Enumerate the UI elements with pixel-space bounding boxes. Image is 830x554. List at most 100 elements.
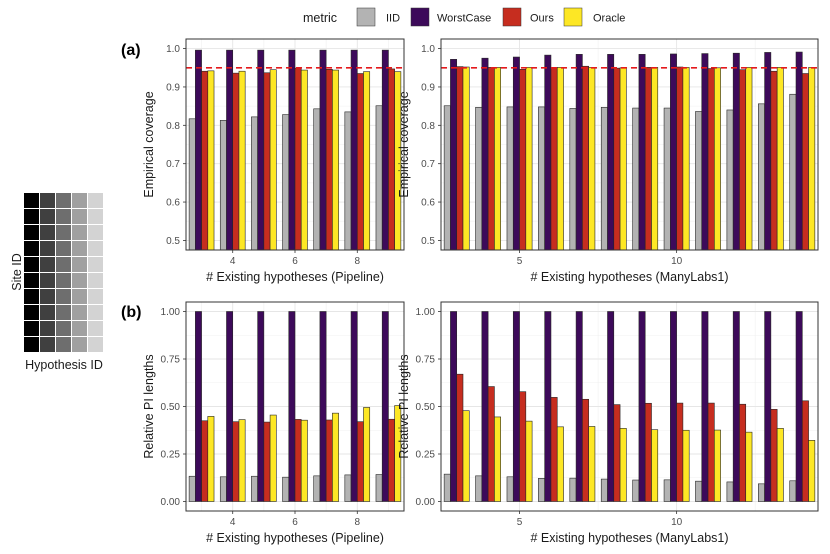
- y-tick-label: 0.50: [161, 402, 181, 413]
- y-tick-label: 0.6: [166, 198, 180, 209]
- bar-worstcase: [638, 54, 646, 251]
- bar-oracle: [588, 67, 596, 251]
- bar-oracle: [332, 412, 339, 502]
- bar-oracle: [745, 67, 753, 251]
- y-tick-label: 0.7: [166, 159, 180, 170]
- y-tick-label: 0.8: [166, 121, 180, 132]
- schematic-cell: [24, 193, 39, 208]
- bar-ours: [801, 400, 809, 502]
- schematic-cell: [24, 257, 39, 272]
- schematic-cell: [56, 209, 71, 224]
- bar-iid: [600, 106, 608, 251]
- schematic-xlabel: Hypothesis ID: [25, 358, 103, 372]
- schematic-cell: [88, 225, 103, 240]
- bar-ours: [487, 386, 495, 502]
- legend-title: metric: [303, 11, 337, 25]
- bar-worstcase: [319, 49, 327, 251]
- schematic-cell: [56, 289, 71, 304]
- legend-item-worstcase: WorstCase: [410, 7, 491, 27]
- bar-ours: [770, 409, 778, 502]
- bar-oracle: [394, 405, 402, 502]
- schematic-grid: [24, 193, 103, 352]
- panel-coverage-pipeline: 0.5 0.6 0.7 0.8 0.9 1.0 4 6 8 # Existing hypothes…: [142, 38, 405, 284]
- bar-iid: [475, 475, 483, 502]
- y-tick-label: 1.0: [166, 44, 180, 55]
- bar-iid: [600, 478, 608, 502]
- bar-iid: [789, 93, 797, 251]
- legend-item-iid: IID: [356, 7, 400, 27]
- bar-iid: [695, 480, 703, 502]
- bar-ours: [707, 402, 715, 502]
- x-tick-label: 10: [671, 256, 683, 267]
- y-axis-label: Empirical coverage: [397, 91, 411, 197]
- x-tick-label: 4: [230, 256, 236, 267]
- bar-iid: [538, 478, 545, 502]
- bar-oracle: [363, 407, 371, 502]
- bar-worstcase: [195, 49, 202, 251]
- bar-iid: [188, 118, 196, 251]
- bar-worstcase: [575, 311, 583, 502]
- bar-iid: [726, 481, 734, 502]
- bar-oracle: [556, 426, 564, 502]
- schematic-cell: [40, 305, 55, 320]
- bar-worstcase: [512, 311, 520, 502]
- bar-worstcase: [319, 311, 327, 502]
- bar-ours: [739, 403, 747, 502]
- bar-oracle: [619, 428, 627, 502]
- bar-worstcase: [226, 49, 234, 251]
- bar-iid: [632, 107, 640, 251]
- legend-label-iid: IID: [386, 13, 400, 25]
- bar-worstcase: [544, 54, 552, 251]
- schematic-cell: [88, 241, 103, 256]
- schematic-cell: [24, 225, 39, 240]
- bar-iid: [282, 114, 290, 251]
- bar-iid: [443, 473, 451, 502]
- x-axis-label: # Existing hypotheses (Pipeline): [206, 531, 384, 545]
- bar-ours: [456, 66, 464, 251]
- bar-oracle: [588, 426, 596, 502]
- schematic-cell: [88, 321, 103, 336]
- bar-oracle: [525, 420, 533, 502]
- schematic-cell: [40, 193, 55, 208]
- bar-worstcase: [544, 311, 552, 502]
- schematic-cell: [40, 257, 55, 272]
- bar-ours: [388, 68, 395, 251]
- schematic-cell: [72, 273, 87, 288]
- bar-worstcase: [795, 51, 803, 251]
- panel-pi-length-manylabs: 0.00 0.25 0.50 0.75 1.00 5 10 # Existing hypoth…: [397, 301, 819, 545]
- bar-ours: [325, 419, 333, 502]
- bar-iid: [251, 116, 258, 251]
- bar-ours: [519, 391, 527, 502]
- bar-oracle: [300, 419, 308, 502]
- y-tick-label: 0.6: [421, 198, 435, 209]
- schematic-cell: [88, 273, 103, 288]
- bar-oracle: [682, 67, 690, 251]
- plot-frame: [185, 38, 405, 251]
- y-tick-label: 0.5: [166, 236, 180, 247]
- bar-oracle: [776, 67, 784, 251]
- bar-ours: [232, 72, 240, 251]
- schematic-cell: [88, 337, 103, 352]
- schematic-cell: [56, 337, 71, 352]
- x-tick-label: 10: [671, 517, 683, 528]
- legend-swatch-ours: [502, 7, 522, 27]
- bar-iid: [219, 120, 227, 251]
- y-axis-label: Empirical coverage: [142, 91, 156, 197]
- bar-ours: [770, 70, 778, 251]
- bar-worstcase: [575, 54, 583, 251]
- bar-oracle: [619, 67, 627, 251]
- bar-worstcase: [226, 311, 234, 502]
- y-axis-label: Relative PI lengths: [397, 354, 411, 458]
- legend-item-oracle: Oracle: [563, 7, 625, 27]
- bar-iid: [506, 106, 514, 251]
- bar-worstcase: [195, 311, 202, 502]
- bar-oracle: [238, 419, 246, 502]
- schematic-cell: [56, 257, 71, 272]
- schematic-cell: [24, 305, 39, 320]
- legend-swatch-iid: [356, 7, 376, 27]
- schematic-cell: [72, 289, 87, 304]
- schematic-ylabel: Site ID: [10, 253, 24, 291]
- bar-worstcase: [512, 56, 520, 251]
- schematic-cell: [40, 209, 55, 224]
- bar-oracle: [300, 69, 308, 251]
